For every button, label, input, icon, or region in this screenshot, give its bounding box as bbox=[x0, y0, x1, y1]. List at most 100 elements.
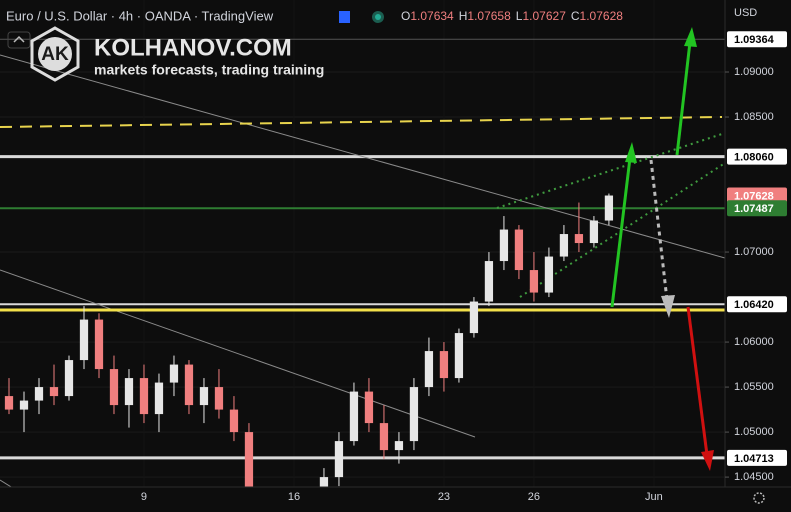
candle-body bbox=[319, 477, 329, 487]
candle-body bbox=[199, 387, 209, 406]
arrow-head bbox=[625, 142, 637, 163]
triangle-line bbox=[519, 162, 725, 298]
candle-body bbox=[244, 432, 254, 487]
y-tick-label: 1.05500 bbox=[734, 381, 774, 393]
candle-body bbox=[154, 382, 164, 415]
price-label-box bbox=[727, 187, 787, 204]
ohlc-key: C bbox=[571, 9, 580, 23]
ohlc-text: O1.07634 H1.07658 L1.07627 C1.07628 bbox=[401, 9, 623, 23]
candle-body bbox=[349, 391, 359, 442]
collapse-button[interactable] bbox=[7, 31, 31, 49]
logo-hexagon bbox=[30, 26, 80, 82]
candle-body bbox=[424, 351, 434, 388]
price-label: 1.07487 bbox=[734, 203, 774, 215]
ohlc-value: 1.07658 bbox=[467, 9, 511, 23]
price-label: 1.07628 bbox=[734, 190, 774, 202]
y-tick-label: 1.06000 bbox=[734, 336, 774, 348]
y-tick-label: 1.09000 bbox=[734, 66, 774, 78]
watermark-title: KOLHANOV.COM bbox=[94, 34, 292, 61]
ohlc: O1.07634 H1.07658 L1.07627 C1.07628 bbox=[401, 9, 623, 23]
y-tick-label: 1.08500 bbox=[734, 111, 774, 123]
candle-body bbox=[574, 234, 584, 244]
candle-body bbox=[559, 234, 569, 257]
candle-body bbox=[514, 229, 524, 271]
candle-body bbox=[109, 369, 119, 406]
trend-line bbox=[0, 269, 476, 438]
candle-body bbox=[394, 441, 404, 451]
collapse-icon bbox=[13, 35, 25, 43]
price-label-box bbox=[727, 200, 787, 217]
x-tick-label: 23 bbox=[438, 491, 450, 503]
ohlc-key: O bbox=[401, 9, 410, 23]
candle-body bbox=[589, 220, 599, 244]
candle-body bbox=[94, 319, 104, 370]
candle-body bbox=[469, 301, 479, 334]
arrow-head bbox=[684, 27, 697, 47]
x-tick-label: Jun bbox=[645, 491, 663, 503]
ohlc-key: H bbox=[459, 9, 468, 23]
price-label-box bbox=[727, 148, 787, 165]
settings-icon[interactable] bbox=[753, 492, 765, 504]
candle-body bbox=[79, 319, 89, 361]
watermark-subtitle: markets forecasts, trading training bbox=[94, 62, 324, 78]
ohlc-value: 1.07628 bbox=[580, 9, 624, 23]
candle-body bbox=[409, 387, 419, 442]
trend-line bbox=[0, 479, 13, 487]
x-tick-label: 9 bbox=[141, 491, 147, 503]
status-dot-inner bbox=[375, 14, 381, 20]
candle-body bbox=[544, 256, 554, 293]
price-label: 1.04713 bbox=[734, 453, 774, 465]
price-label-box bbox=[727, 449, 787, 466]
price-label: 1.06420 bbox=[734, 299, 774, 311]
y-tick-label: 1.07000 bbox=[734, 246, 774, 258]
arrow bbox=[686, 306, 709, 456]
arrow-head bbox=[661, 295, 675, 318]
currency[interactable]: USD bbox=[734, 7, 757, 19]
price-label-box bbox=[727, 296, 787, 313]
candle-body bbox=[184, 364, 194, 406]
drawings bbox=[0, 54, 725, 487]
ohlc-value: 1.07627 bbox=[522, 9, 566, 23]
axis: 1.09000 1.08500 1.07000 1.06000 1.05500 1.050… bbox=[141, 66, 774, 503]
candle-body bbox=[49, 387, 59, 397]
price-label: 1.09364 bbox=[734, 34, 775, 46]
candle-body bbox=[529, 270, 539, 293]
header: Euro / U.S. Dollar · 4h · OANDA · Tradin… bbox=[6, 8, 623, 49]
dashed-level bbox=[0, 116, 723, 128]
grid bbox=[0, 71, 725, 478]
arrow-head bbox=[701, 450, 714, 471]
symbol: Euro / U.S. Dollar · 4h · OANDA · Tradin… bbox=[6, 8, 274, 23]
arrow bbox=[610, 157, 632, 308]
ohlc-key: L bbox=[516, 9, 523, 23]
price-label: 1.08060 bbox=[734, 152, 774, 164]
candle-body bbox=[454, 333, 464, 379]
flag-icon[interactable] bbox=[339, 11, 350, 23]
x-tick-label: 16 bbox=[288, 491, 300, 503]
price-label-box bbox=[727, 31, 787, 48]
candle-body bbox=[4, 396, 14, 410]
y-tick-label: 1.05000 bbox=[734, 426, 774, 438]
watermark: AK KOLHANOV.COM markets forecasts, tradi… bbox=[30, 26, 324, 82]
candle-body bbox=[499, 229, 509, 262]
candle-body bbox=[214, 387, 224, 410]
arrow bbox=[675, 41, 692, 156]
candle-body bbox=[484, 261, 494, 302]
candles bbox=[4, 193, 614, 487]
candle-body bbox=[229, 409, 239, 433]
triangle-line bbox=[496, 132, 725, 209]
candle-body bbox=[364, 391, 374, 424]
candle-body bbox=[64, 360, 74, 397]
candle-body bbox=[379, 423, 389, 451]
candle-body bbox=[139, 378, 149, 415]
candle-body bbox=[124, 378, 134, 406]
arrows bbox=[610, 27, 714, 471]
candle-body bbox=[169, 364, 179, 383]
candle-body bbox=[34, 387, 44, 401]
ohlc-value: 1.07634 bbox=[410, 9, 454, 23]
candle-body bbox=[334, 441, 344, 478]
logo-circle bbox=[38, 37, 72, 71]
logo-text: AK bbox=[41, 44, 69, 65]
